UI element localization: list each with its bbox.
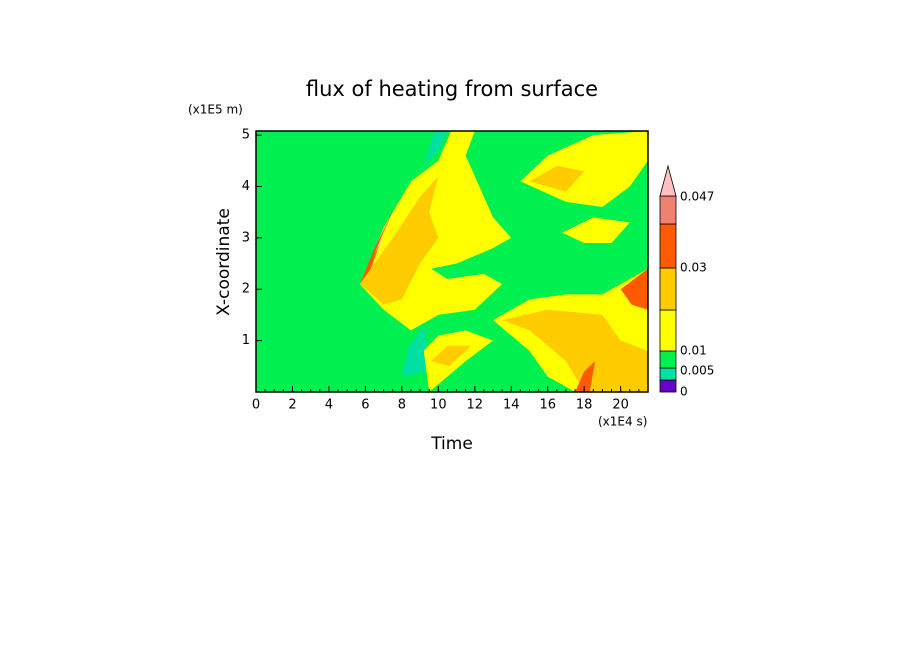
x-tick-label: 10 xyxy=(430,398,447,413)
colorbar-label: 0.047 xyxy=(680,190,714,204)
x-tick-label: 4 xyxy=(325,398,333,413)
contour-region xyxy=(529,165,585,192)
colorbar-label: 0.01 xyxy=(680,344,707,358)
x-tick-label: 12 xyxy=(467,398,484,413)
y-unit: (x1E5 m) xyxy=(188,103,243,117)
contour-region xyxy=(502,309,648,392)
contour-region xyxy=(431,345,472,367)
contour-region xyxy=(401,325,426,377)
x-tick-label: 8 xyxy=(398,398,406,413)
chart-title: flux of heating from surface xyxy=(306,77,598,101)
x-tick-label: 16 xyxy=(539,398,556,413)
y-tick-label: 4 xyxy=(242,179,250,194)
x-tick-label: 2 xyxy=(288,398,296,413)
x-label: Time xyxy=(430,434,473,454)
contour-region xyxy=(423,330,494,392)
colorbar-segment xyxy=(659,195,677,225)
y-tick-label: 2 xyxy=(242,282,250,297)
y-tick-label: 5 xyxy=(242,128,250,143)
colorbar-extension xyxy=(659,164,677,197)
colorbar-segment xyxy=(659,379,677,393)
x-tick-label: 18 xyxy=(576,398,593,413)
contour-region xyxy=(359,176,439,305)
colorbar-label: 0 xyxy=(680,385,688,399)
contour-region xyxy=(520,131,648,208)
x-tick-label: 20 xyxy=(612,398,629,413)
colorbar-segment xyxy=(659,309,677,352)
x-tick-label: 0 xyxy=(252,398,260,413)
y-label: X-coordinate xyxy=(214,208,234,316)
contour-region xyxy=(620,268,648,310)
y-tick-label: 1 xyxy=(242,333,250,348)
contour-region xyxy=(359,207,395,285)
y-tick-label: 3 xyxy=(242,230,250,245)
x-unit: (x1E4 s) xyxy=(598,415,647,429)
colorbar-segment xyxy=(659,367,677,381)
x-tick-label: 6 xyxy=(361,398,369,413)
colorbar-segment xyxy=(659,267,677,311)
plot-frame xyxy=(255,130,649,393)
contour-region xyxy=(575,361,596,392)
x-tick-label: 14 xyxy=(503,398,520,413)
colorbar-label: 0.005 xyxy=(680,364,714,378)
contour-region xyxy=(423,131,448,166)
colorbar-segment xyxy=(659,350,677,369)
contour-region xyxy=(562,217,630,244)
colorbar-label: 0.03 xyxy=(680,261,707,275)
colorbar-segment xyxy=(659,223,677,269)
